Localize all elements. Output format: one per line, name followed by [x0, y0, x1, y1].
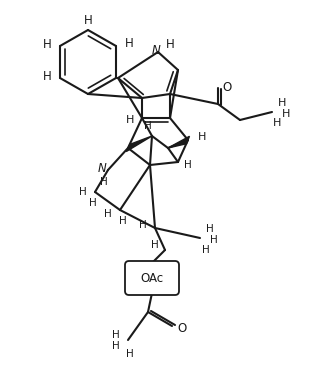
Text: H: H [126, 349, 134, 359]
Text: H: H [166, 37, 174, 50]
Text: H: H [84, 13, 92, 26]
Polygon shape [168, 136, 190, 148]
Text: H: H [112, 341, 120, 351]
Text: H: H [112, 330, 120, 340]
Text: H: H [139, 220, 147, 230]
Text: H: H [100, 177, 108, 187]
Text: H: H [210, 235, 218, 245]
Text: H: H [202, 245, 210, 255]
Text: H: H [42, 37, 51, 50]
Text: H: H [126, 115, 134, 125]
Polygon shape [126, 136, 152, 152]
Text: H: H [104, 209, 112, 219]
Text: H: H [124, 37, 133, 50]
FancyBboxPatch shape [125, 261, 179, 295]
Text: O: O [222, 81, 232, 94]
Text: H: H [184, 160, 192, 170]
Text: H: H [42, 70, 51, 83]
Text: H: H [144, 121, 152, 131]
Text: H: H [151, 240, 159, 250]
Text: H: H [198, 132, 206, 142]
Text: H: H [273, 118, 281, 128]
Text: H: H [79, 187, 87, 197]
Text: N: N [98, 162, 106, 175]
Text: H: H [282, 109, 290, 119]
Text: O: O [177, 322, 187, 335]
Text: N: N [152, 44, 160, 57]
Text: H: H [206, 224, 214, 234]
Text: H: H [278, 98, 286, 108]
Text: H: H [89, 198, 97, 208]
Text: OAc: OAc [140, 272, 164, 285]
Text: H: H [119, 216, 127, 226]
